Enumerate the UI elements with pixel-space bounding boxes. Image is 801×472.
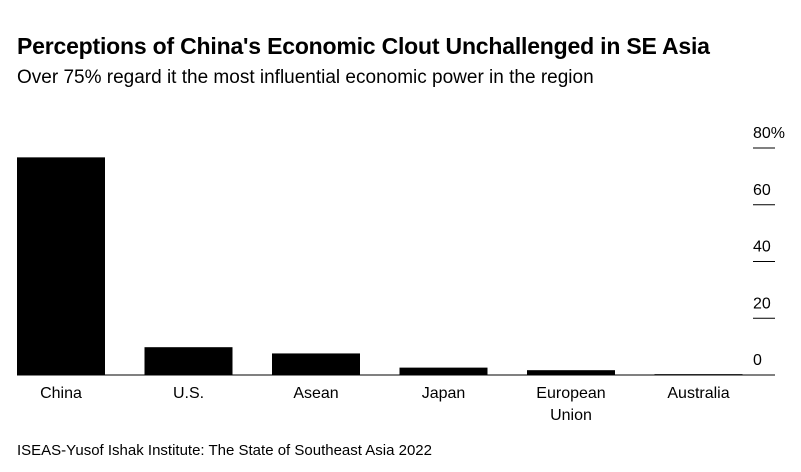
x-tick-label: Asean <box>293 385 338 402</box>
y-tick-label: 80% <box>753 125 785 142</box>
y-tick-label: 40 <box>753 239 771 256</box>
x-tick-label: Australia <box>667 385 729 402</box>
bar-european-union <box>527 370 615 375</box>
x-axis-labels: China U.S. Asean Japan European Union Australi… <box>40 385 730 424</box>
y-axis: 0 20 40 60 80% <box>753 125 785 369</box>
x-tick-label: European <box>536 385 605 402</box>
y-tick-label: 0 <box>753 352 762 369</box>
bar-u-s <box>144 347 233 375</box>
bar-china <box>17 157 105 375</box>
bar-chart: 0 20 40 60 80% China U.S. Asean Japan European Un… <box>17 125 785 424</box>
x-tick-label: Union <box>550 407 592 424</box>
y-tick-label: 20 <box>753 295 771 312</box>
bar-japan <box>399 367 488 375</box>
chart-title: Perceptions of China's Economic Clout Un… <box>17 33 710 59</box>
bars-group <box>17 157 743 375</box>
x-tick-label: China <box>40 385 82 402</box>
chart-subtitle: Over 75% regard it the most influential … <box>17 67 594 88</box>
source-note: ISEAS-Yusof Ishak Institute: The State o… <box>17 442 432 459</box>
x-tick-label: Japan <box>422 385 466 402</box>
x-tick-label: U.S. <box>173 385 204 402</box>
y-tick-label: 60 <box>753 182 771 199</box>
bar-asean <box>272 353 360 375</box>
